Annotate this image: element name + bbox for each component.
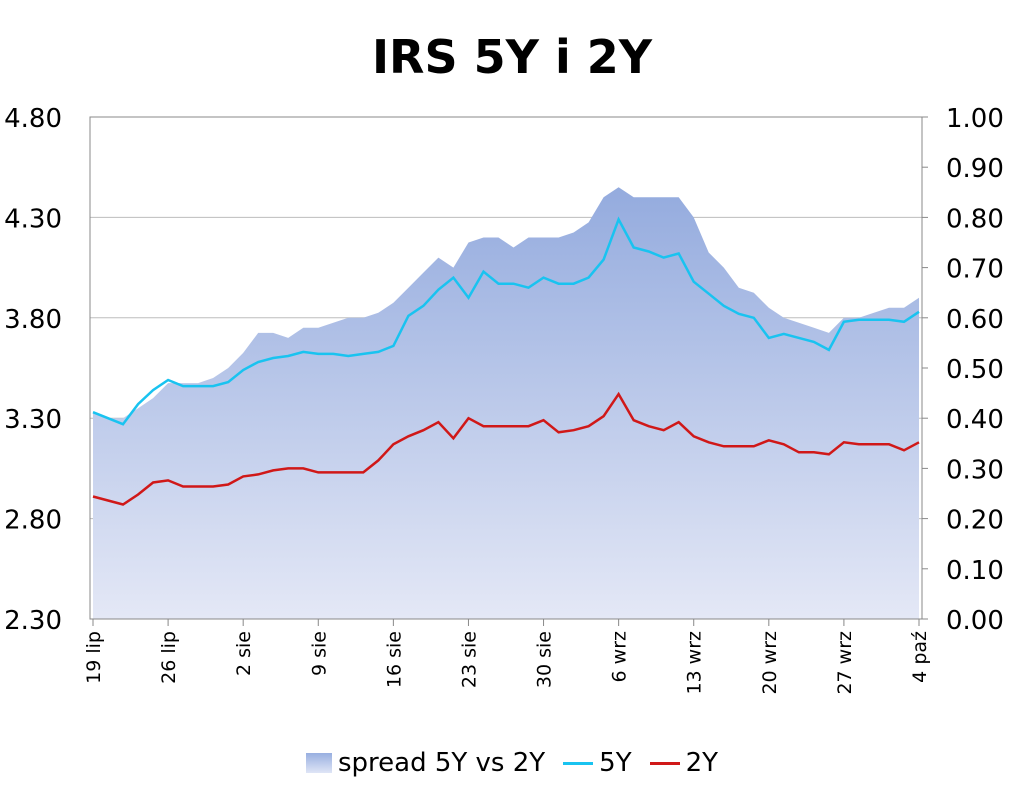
x-tick-label: 23 sie [458,631,480,688]
y-right-tick-label: 0.60 [946,305,1004,335]
x-tick-label: 30 sie [534,631,556,688]
x-tick-label: 4 paź [909,631,931,683]
legend-swatch-5y [563,761,594,765]
y-left-tick-label: 3.80 [4,305,62,335]
y-left-tick-label: 3.30 [4,405,62,435]
legend-swatch-spread [305,753,332,773]
y-right-tick-label: 0.20 [946,506,1004,536]
x-axis: 19 lip 26 lip 2 sie 9 sie 16 sie 23 sie 30 sie… [83,619,931,695]
y-left-tick-label: 4.80 [4,104,62,134]
x-tick-label: 26 lip [158,631,180,684]
legend-label-2y: 2Y [685,748,719,778]
y-right-tick-label: 1.00 [946,104,1004,134]
legend-item-5y: 5Y [563,748,632,778]
y-right-tick-label: 0.30 [946,455,1004,485]
y-axis-left: 2.30 2.80 3.30 3.80 4.30 4.80 [4,104,62,636]
y-left-tick-label: 4.30 [4,204,62,234]
y-right-tick-label: 0.10 [946,556,1004,586]
y-right-tick-label: 0.90 [946,154,1004,184]
x-tick-label: 27 wrz [834,631,856,695]
y-left-tick-label: 2.30 [4,606,62,636]
x-tick-label: 2 sie [233,631,255,676]
y-right-tick-label: 0.40 [946,405,1004,435]
legend-label-spread: spread 5Y vs 2Y [337,748,546,778]
x-tick-label: 19 lip [83,631,105,684]
y-left-tick-label: 2.80 [4,506,62,536]
y-right-tick-label: 0.50 [946,355,1004,385]
series-5y-line [92,216,920,426]
y-axis-right: 0.00 0.10 0.20 0.30 0.40 0.50 0.60 0.70 0.80 0.90… [922,104,1004,636]
legend-item-2y: 2Y [649,748,719,778]
y-right-tick-label: 0.80 [946,204,1004,234]
y-right-tick-label: 0.70 [946,255,1004,285]
x-tick-label: 9 sie [308,631,330,676]
chart-title: IRS 5Y i 2Y [371,30,653,84]
legend-swatch-2y [649,761,680,765]
legend-label-5y: 5Y [599,748,632,778]
series-spread-area [93,187,919,620]
x-tick-label: 6 wrz [609,631,631,682]
legend: spread 5Y vs 2Y 5Y 2Y [0,748,1024,778]
y-right-tick-label: 0.00 [946,606,1004,636]
x-tick-label: 20 wrz [759,631,781,695]
x-tick-label: 13 wrz [684,631,706,695]
x-tick-label: 16 sie [383,631,405,688]
legend-item-spread: spread 5Y vs 2Y [305,748,546,778]
series-2y-line [92,391,920,506]
